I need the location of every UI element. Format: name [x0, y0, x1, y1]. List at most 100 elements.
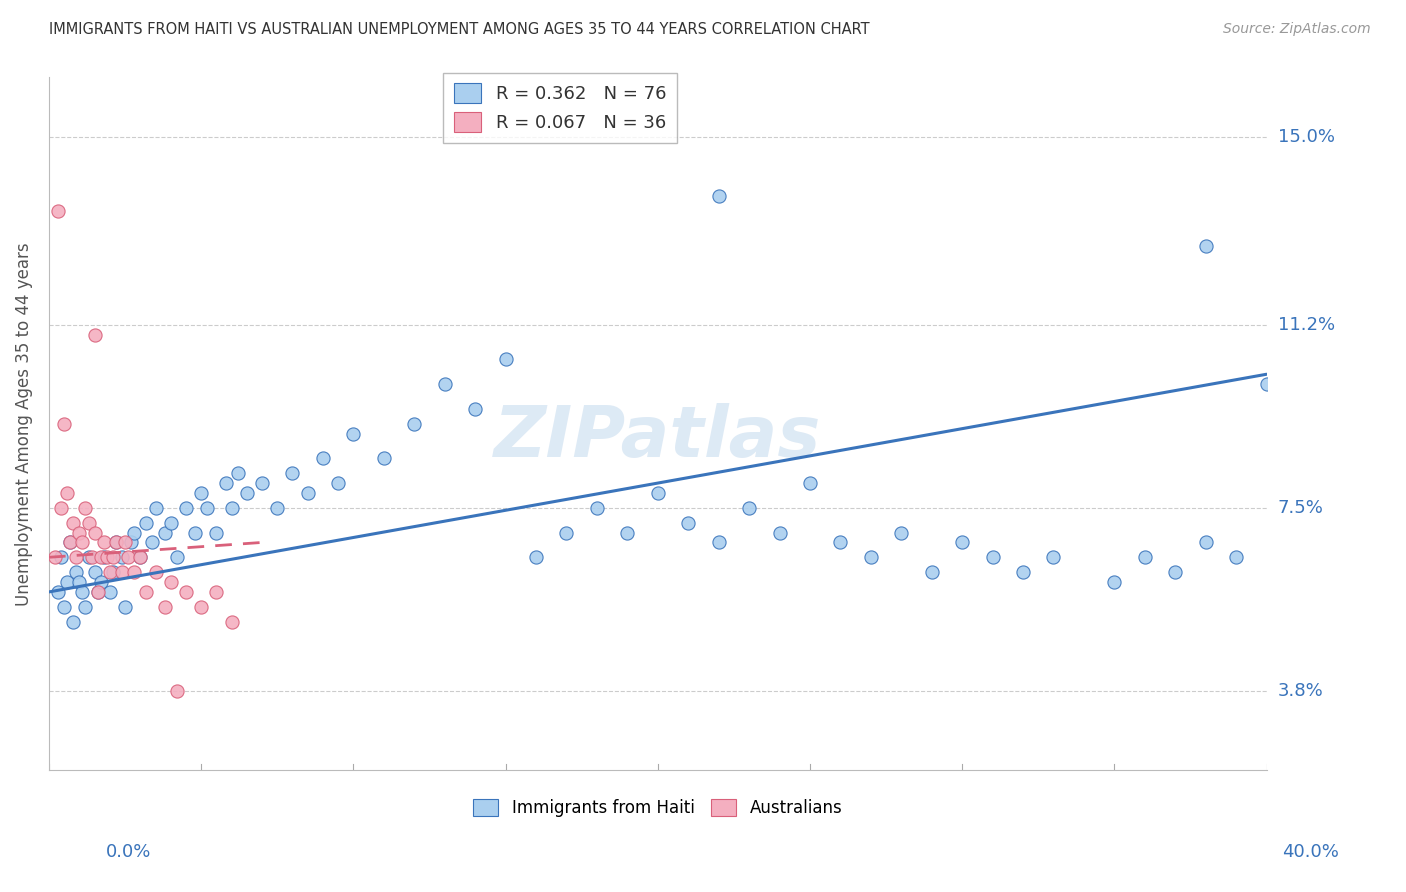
Point [830, 535, 852, 549]
Point [65, 565, 87, 579]
Point [266, 500, 288, 515]
Text: ZIPatlas: ZIPatlas [494, 403, 821, 472]
Point [738, 500, 761, 515]
Point [129, 550, 152, 565]
Point [153, 525, 176, 540]
Point [1225, 550, 1247, 565]
Text: 0.0%: 0.0% [105, 843, 150, 861]
Point [145, 500, 167, 515]
Point [159, 574, 181, 589]
Point [153, 599, 176, 614]
Point [53, 599, 76, 614]
Point [135, 585, 157, 599]
Point [174, 585, 197, 599]
Point [114, 535, 136, 549]
Point [56, 574, 79, 589]
Point [1042, 550, 1064, 565]
Point [184, 525, 207, 540]
Point [56, 486, 79, 500]
Point [555, 525, 578, 540]
Point [236, 486, 259, 500]
Point [77, 516, 100, 530]
Point [72, 535, 94, 549]
Point [122, 565, 145, 579]
Point [373, 451, 395, 466]
Point [250, 476, 273, 491]
Point [141, 535, 163, 549]
Point [205, 525, 228, 540]
Text: 40.0%: 40.0% [1282, 843, 1339, 861]
Point [221, 500, 243, 515]
Point [890, 525, 912, 540]
Point [86, 585, 108, 599]
Point [174, 500, 197, 515]
Point [707, 535, 730, 549]
Point [77, 550, 100, 565]
Point [101, 550, 124, 565]
Point [83, 525, 105, 540]
Point [104, 535, 127, 549]
Point [49, 500, 72, 515]
Point [195, 500, 218, 515]
Point [616, 525, 638, 540]
Point [86, 585, 108, 599]
Point [799, 476, 821, 491]
Point [114, 599, 136, 614]
Point [72, 585, 94, 599]
Point [83, 327, 105, 342]
Point [98, 585, 121, 599]
Point [62, 516, 84, 530]
Text: 3.8%: 3.8% [1278, 681, 1323, 700]
Y-axis label: Unemployment Among Ages 35 to 44 years: Unemployment Among Ages 35 to 44 years [15, 242, 32, 606]
Point [93, 550, 115, 565]
Point [62, 615, 84, 629]
Text: 7.5%: 7.5% [1278, 499, 1323, 516]
Point [59, 535, 82, 549]
Point [859, 550, 882, 565]
Point [1195, 535, 1218, 549]
Point [75, 500, 97, 515]
Point [647, 486, 669, 500]
Point [281, 466, 304, 480]
Point [129, 550, 152, 565]
Point [46, 204, 69, 219]
Point [96, 550, 118, 565]
Point [65, 550, 87, 565]
Point [166, 683, 188, 698]
Point [1104, 574, 1126, 589]
Point [214, 476, 236, 491]
Point [53, 417, 76, 431]
Point [676, 516, 699, 530]
Point [1195, 238, 1218, 252]
Point [98, 565, 121, 579]
Point [1164, 565, 1187, 579]
Point [524, 550, 547, 565]
Point [205, 585, 228, 599]
Point [67, 574, 90, 589]
Point [297, 486, 319, 500]
Point [75, 599, 97, 614]
Point [159, 516, 181, 530]
Point [707, 189, 730, 203]
Point [166, 550, 188, 565]
Point [59, 535, 82, 549]
Point [145, 565, 167, 579]
Point [221, 615, 243, 629]
Point [495, 352, 517, 367]
Point [93, 535, 115, 549]
Text: Source: ZipAtlas.com: Source: ZipAtlas.com [1223, 22, 1371, 37]
Text: 11.2%: 11.2% [1278, 316, 1334, 334]
Point [190, 599, 212, 614]
Point [120, 535, 142, 549]
Point [67, 525, 90, 540]
Point [90, 550, 112, 565]
Point [981, 550, 1004, 565]
Point [312, 451, 335, 466]
Point [101, 565, 124, 579]
Point [80, 550, 103, 565]
Point [342, 426, 364, 441]
Point [1133, 550, 1156, 565]
Point [135, 516, 157, 530]
Point [1012, 565, 1035, 579]
Point [111, 550, 134, 565]
